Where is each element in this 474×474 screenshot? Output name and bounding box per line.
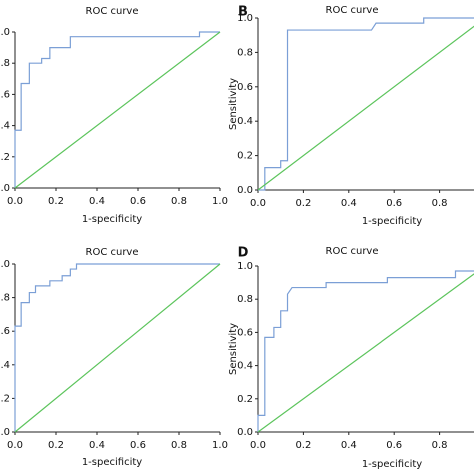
y-tick-label: 0.4 bbox=[0, 121, 10, 132]
x-tick-label: 0.8 bbox=[171, 440, 187, 451]
x-tick-label: 0.2 bbox=[48, 440, 64, 451]
panel-label: D bbox=[238, 246, 249, 261]
roc-curve bbox=[14, 263, 220, 432]
y-tick-label: 0.8 bbox=[237, 47, 253, 58]
x-axis-label: 1-specificity bbox=[362, 459, 422, 470]
y-tick-label: 0.0 bbox=[0, 427, 10, 438]
y-tick-label: 0.2 bbox=[237, 394, 253, 405]
roc-curve bbox=[257, 270, 474, 432]
x-tick-label: 1.0 bbox=[212, 196, 228, 207]
x-tick-label: 0.6 bbox=[130, 440, 146, 451]
x-tick-label: 0.4 bbox=[89, 440, 105, 451]
x-tick-label: 1.0 bbox=[212, 440, 228, 451]
y-tick-label: 0.4 bbox=[237, 116, 253, 127]
x-tick-label: 0.0 bbox=[250, 440, 266, 451]
x-axis-label: 1-specificity bbox=[82, 457, 142, 468]
y-tick-label: 0.6 bbox=[237, 82, 253, 93]
y-axis-label: Sensitivity bbox=[228, 323, 239, 375]
x-tick-label: 0.0 bbox=[7, 440, 23, 451]
y-tick-label: 1.0 bbox=[237, 261, 253, 272]
y-tick-label: 0.6 bbox=[0, 89, 10, 100]
x-tick-label: 0.8 bbox=[432, 198, 448, 209]
y-tick-label: 0.2 bbox=[237, 151, 253, 162]
y-tick-label: 0.4 bbox=[0, 360, 10, 371]
y-tick-label: 0.0 bbox=[237, 185, 253, 196]
reference-line bbox=[14, 31, 221, 189]
y-tick-label: 0.8 bbox=[0, 293, 10, 304]
x-tick-label: 0.8 bbox=[432, 440, 448, 451]
x-tick-label: 0.2 bbox=[48, 196, 64, 207]
x-tick-label: 0.4 bbox=[341, 440, 357, 451]
x-tick-label: 0.2 bbox=[295, 440, 311, 451]
x-tick-label: 0.4 bbox=[341, 198, 357, 209]
x-tick-label: 0.0 bbox=[7, 196, 23, 207]
y-tick-label: 1.0 bbox=[0, 27, 10, 38]
y-tick-label: 0.6 bbox=[0, 326, 10, 337]
chart-title: ROC curve bbox=[86, 6, 139, 17]
y-tick-label: 0.8 bbox=[237, 294, 253, 305]
reference-line bbox=[257, 273, 474, 433]
chart-title: ROC curve bbox=[326, 5, 379, 16]
roc-curve bbox=[14, 31, 220, 188]
y-tick-label: 0.0 bbox=[237, 427, 253, 438]
y-tick-label: 0.6 bbox=[237, 327, 253, 338]
x-tick-label: 0.4 bbox=[89, 196, 105, 207]
x-tick-label: 0.2 bbox=[295, 198, 311, 209]
y-tick-label: 1.0 bbox=[237, 13, 253, 24]
y-tick-label: 0.2 bbox=[0, 152, 10, 163]
reference-line bbox=[14, 263, 221, 433]
chart-title: ROC curve bbox=[86, 247, 139, 258]
x-tick-label: 0.0 bbox=[250, 198, 266, 209]
x-axis-label: 1-specificity bbox=[362, 216, 422, 227]
x-tick-label: 0.6 bbox=[386, 440, 402, 451]
y-tick-label: 0.0 bbox=[0, 183, 10, 194]
y-tick-label: 1.0 bbox=[0, 259, 10, 270]
y-tick-label: 0.2 bbox=[0, 393, 10, 404]
chart-title: ROC curve bbox=[326, 246, 379, 257]
panel-label: B bbox=[238, 5, 248, 20]
y-tick-label: 0.4 bbox=[237, 361, 253, 372]
reference-line bbox=[257, 25, 474, 191]
y-axis-label: Sensitivity bbox=[228, 78, 239, 130]
x-tick-label: 0.8 bbox=[171, 196, 187, 207]
roc-curve bbox=[258, 17, 474, 191]
x-axis-label: 1-specificity bbox=[82, 214, 142, 225]
y-tick-label: 0.8 bbox=[0, 58, 10, 69]
x-tick-label: 0.6 bbox=[386, 198, 402, 209]
x-tick-label: 0.6 bbox=[130, 196, 146, 207]
